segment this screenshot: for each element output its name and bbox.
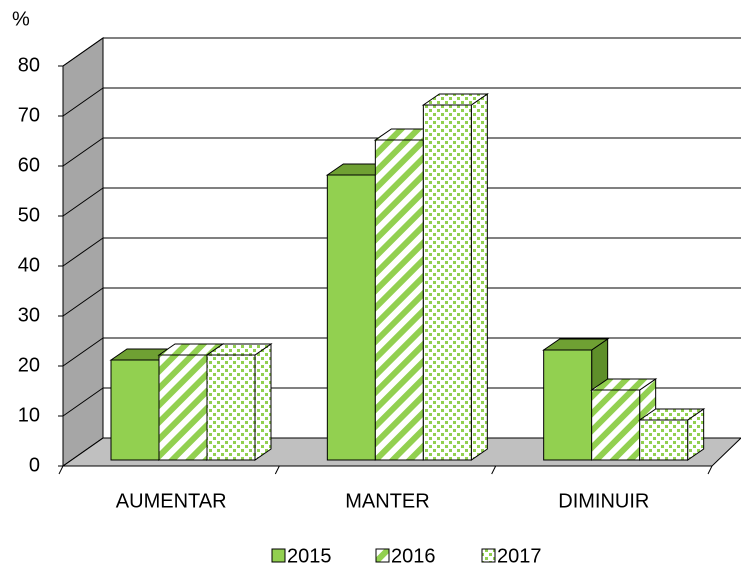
y-tick-label: 30 <box>18 304 40 326</box>
y-tick-label: 70 <box>18 104 40 126</box>
bar <box>639 419 689 461</box>
bar <box>543 349 593 461</box>
grid-line <box>62 337 104 367</box>
legend-swatch <box>481 548 496 563</box>
bar <box>591 389 641 461</box>
x-tick <box>58 465 64 475</box>
bar <box>326 174 376 461</box>
bar-side <box>254 343 272 461</box>
x-tick <box>491 465 497 475</box>
y-tick-label: 50 <box>18 204 40 226</box>
legend-label: 2016 <box>391 545 436 567</box>
bar <box>206 354 256 461</box>
bar <box>158 354 208 461</box>
y-tick-label: 10 <box>18 404 40 426</box>
grid-line <box>62 387 104 417</box>
legend-label: 2017 <box>497 545 542 567</box>
bar-side <box>470 93 488 461</box>
y-tick-label: 20 <box>18 354 40 376</box>
y-tick-label: 80 <box>18 54 40 76</box>
grid-line <box>62 187 104 217</box>
x-tick-label: DIMINUIR <box>558 490 649 512</box>
y-tick-label: 40 <box>18 254 40 276</box>
y-tick-label: 60 <box>18 154 40 176</box>
legend-swatch <box>271 548 286 563</box>
y-tick-label: 0 <box>29 454 40 476</box>
bar <box>422 104 472 461</box>
grid-line <box>62 237 104 267</box>
x-tick-label: AUMENTAR <box>116 490 227 512</box>
legend-label: 2015 <box>287 545 332 567</box>
y-axis-label: % <box>12 8 30 30</box>
bar <box>110 359 160 461</box>
grid-line <box>62 137 104 167</box>
grid-line <box>62 437 104 467</box>
bar <box>374 139 424 461</box>
x-tick <box>274 465 280 475</box>
x-tick <box>707 465 713 475</box>
grid-line <box>62 287 104 317</box>
grid-line <box>62 87 104 117</box>
grid-line <box>62 37 104 67</box>
x-tick-label: MANTER <box>345 490 429 512</box>
legend-swatch <box>375 548 390 563</box>
